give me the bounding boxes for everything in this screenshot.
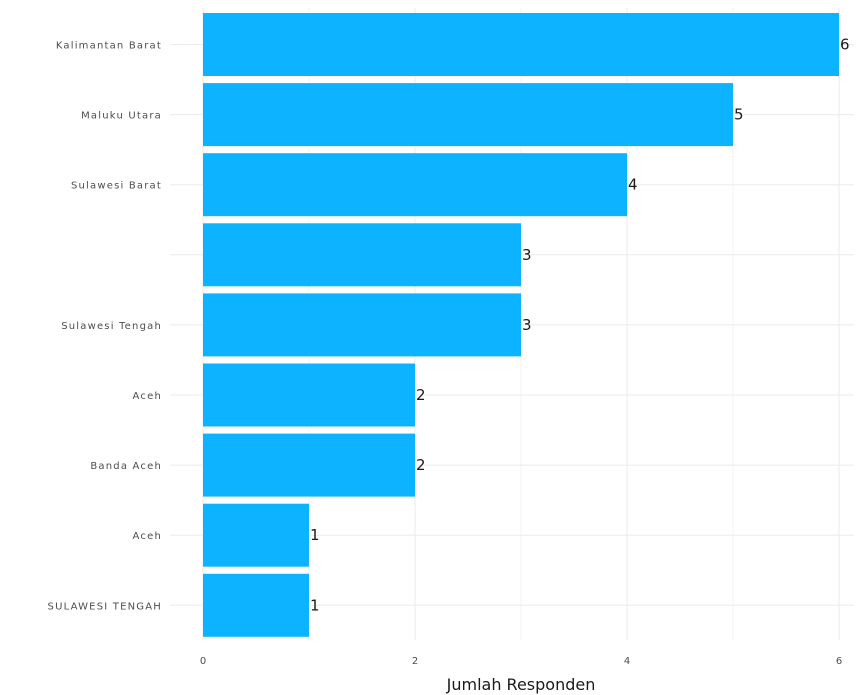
data-labels: 6 5 4 3 3 2 2 1 1 — [310, 36, 850, 615]
bar — [203, 223, 521, 287]
category-label: Kalimantan Barat — [56, 41, 162, 52]
category-label: SULAWESI TENGAH — [48, 601, 162, 612]
bar — [203, 503, 309, 567]
category-label: Sulawesi Barat — [71, 181, 162, 192]
bar — [203, 13, 839, 76]
data-label: 2 — [416, 456, 426, 474]
bar — [203, 153, 627, 217]
x-tick-label: 2 — [412, 656, 418, 667]
bar — [203, 433, 415, 497]
x-tick-labels: 0 2 4 6 — [200, 656, 842, 667]
data-label: 5 — [734, 106, 744, 124]
category-label: Maluku Utara — [81, 111, 162, 122]
data-label: 3 — [522, 316, 532, 334]
data-label: 6 — [840, 36, 850, 54]
bar — [203, 573, 309, 637]
bar — [203, 83, 733, 147]
x-axis-title: Jumlah Responden — [446, 675, 596, 694]
bar — [203, 363, 415, 427]
category-label: Aceh — [133, 531, 162, 542]
x-tick-label: 0 — [200, 656, 206, 667]
data-label: 4 — [628, 176, 638, 194]
data-label: 2 — [416, 386, 426, 404]
bars — [203, 13, 839, 637]
category-label: Sulawesi Tengah — [61, 321, 162, 332]
bar — [203, 293, 521, 357]
data-label: 1 — [310, 526, 320, 544]
x-tick-label: 6 — [836, 656, 842, 667]
data-label: 1 — [310, 596, 320, 614]
category-label: Banda Aceh — [90, 461, 162, 472]
x-tick-label: 4 — [624, 656, 630, 667]
category-label: Aceh — [133, 391, 162, 402]
category-labels: Kalimantan Barat Maluku Utara Sulawesi Bar… — [48, 41, 162, 613]
data-label: 3 — [522, 246, 532, 264]
